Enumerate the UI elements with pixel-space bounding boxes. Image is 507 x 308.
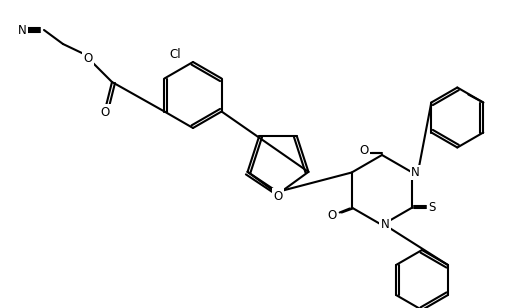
Text: O: O	[273, 189, 282, 202]
Text: Cl: Cl	[169, 47, 181, 60]
Text: O: O	[359, 144, 369, 156]
Text: N: N	[18, 23, 26, 37]
Text: N: N	[381, 218, 389, 232]
Text: O: O	[83, 51, 93, 64]
Text: O: O	[100, 106, 110, 119]
Text: O: O	[327, 209, 336, 222]
Text: S: S	[428, 201, 436, 214]
Text: N: N	[411, 166, 420, 179]
